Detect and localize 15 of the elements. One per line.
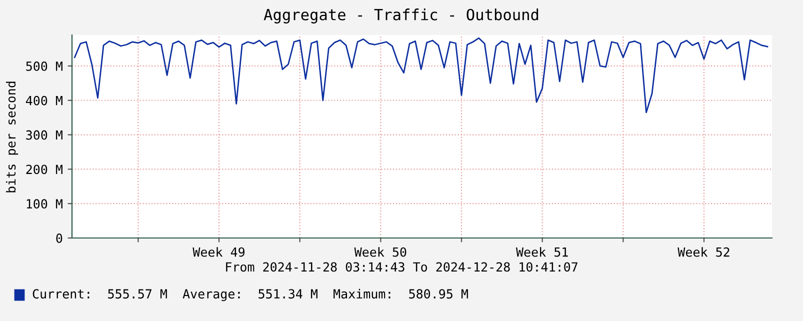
- chart-title: Aggregate - Traffic - Outbound: [264, 8, 538, 24]
- y-axis-title: bits per second: [6, 82, 18, 192]
- y-tick-label: 400 M: [26, 96, 62, 106]
- y-tick-label: 100 M: [26, 199, 62, 209]
- x-tick-label: Week 51: [516, 247, 568, 257]
- x-tick-label: Week 50: [354, 247, 406, 257]
- y-tick-label: 200 M: [26, 164, 62, 174]
- x-tick-label: Week 49: [192, 247, 244, 257]
- text: Current: 555.57 M Average: 551.34 M Maximum: 580.95 M: [32, 288, 468, 302]
- y-tick-label: 300 M: [26, 130, 62, 140]
- x-axis-title: From 2024-11-28 03:14:43 To 2024-12-28 10:41:07: [226, 262, 578, 272]
- y-tick-label: 0: [56, 234, 62, 243]
- line-series: [74, 37, 768, 114]
- y-tick-label: 500 M: [26, 61, 62, 71]
- x-tick-label: Week 52: [678, 247, 730, 257]
